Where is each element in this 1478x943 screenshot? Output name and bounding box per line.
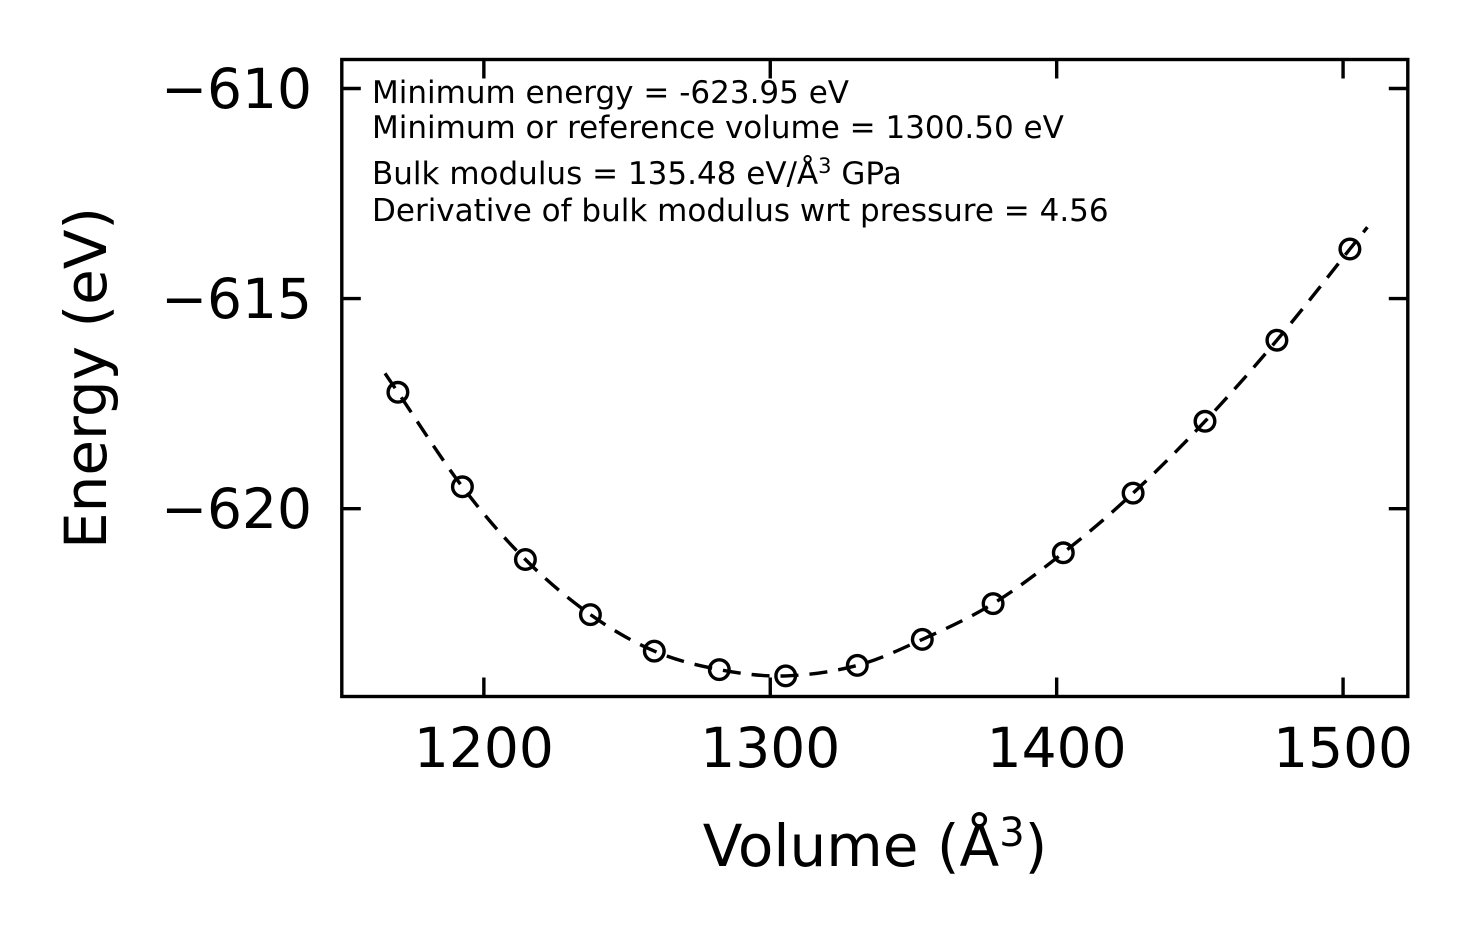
x-axis-label: Volume (Å3) [702,810,1048,880]
data-point-marker [1121,481,1145,505]
annotation-min-volume: Minimum or reference volume = 1300.50 eV [372,110,1064,146]
annotation-bulk-modulus: Bulk modulus = 135.48 eV/Å3 GPa [372,154,902,192]
annotation-min-energy: Minimum energy = -623.95 eV [372,75,850,111]
data-point-marker [1051,541,1075,565]
superscript-3: 3 [999,810,1025,856]
fit-results-annotation: Minimum energy = -623.95 eV Minimum or r… [372,76,1109,229]
y-tick-label: −610 [161,57,312,121]
eos-fit-curve [383,226,1369,678]
annotation-bulk-modulus-derivative: Derivative of bulk modulus wrt pressure … [372,193,1109,229]
y-tick-label: −615 [161,267,312,331]
data-point-marker [845,653,869,677]
data-point-marker [1338,237,1362,261]
data-point-marker [707,658,731,682]
data-point-marker [774,664,798,688]
axes-spines [340,57,1410,699]
data-point-marker [386,380,410,404]
y-axis-label: Energy (eV) [52,206,120,550]
y-tick-label: −620 [161,477,312,541]
data-point-marker [1265,328,1289,352]
data-point-marker [450,475,474,499]
data-point-marker [1193,409,1217,433]
x-tick-label: 1200 [414,716,554,780]
data-point-marker [642,639,666,663]
superscript-3: 3 [818,154,832,178]
data-point-marker [910,627,934,651]
x-tick-label: 1500 [1273,716,1413,780]
data-point-marker [578,603,602,627]
x-tick-label: 1400 [987,716,1127,780]
x-tick-label: 1300 [700,716,840,780]
data-point-marker [981,592,1005,616]
data-point-marker [513,548,537,572]
